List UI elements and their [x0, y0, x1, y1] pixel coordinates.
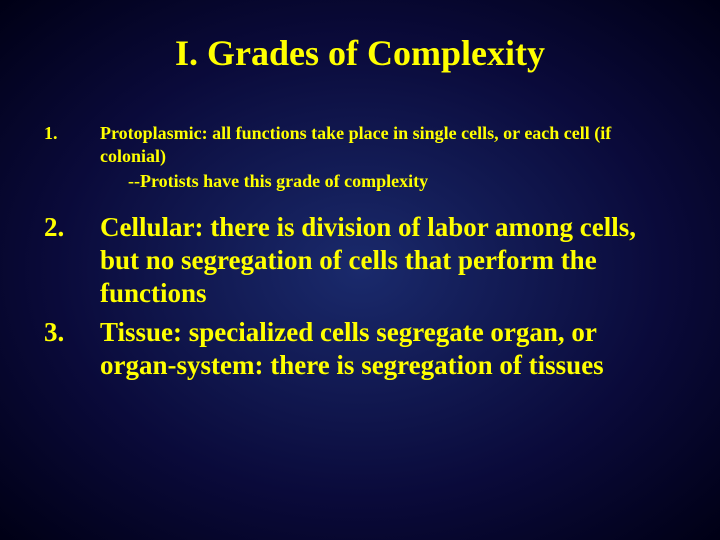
- item-number: 2.: [44, 211, 100, 310]
- item-subtext: --Protists have this grade of complexity: [128, 170, 676, 193]
- item-body: Tissue: specialized cells segregate orga…: [100, 316, 676, 382]
- item-text: Tissue: specialized cells segregate orga…: [100, 317, 604, 380]
- item-number: 3.: [44, 316, 100, 382]
- slide-title: I. Grades of Complexity: [44, 32, 676, 74]
- item-body: Protoplasmic: all functions take place i…: [100, 122, 676, 193]
- item-text: Cellular: there is division of labor amo…: [100, 212, 636, 308]
- item-number: 1.: [44, 122, 100, 193]
- item-body: Cellular: there is division of labor amo…: [100, 211, 676, 310]
- list-item: 2. Cellular: there is division of labor …: [44, 211, 676, 310]
- bullet-list: 1. Protoplasmic: all functions take plac…: [44, 122, 676, 382]
- item-text: Protoplasmic: all functions take place i…: [100, 123, 611, 166]
- list-item: 3. Tissue: specialized cells segregate o…: [44, 316, 676, 382]
- list-item: 1. Protoplasmic: all functions take plac…: [44, 122, 676, 193]
